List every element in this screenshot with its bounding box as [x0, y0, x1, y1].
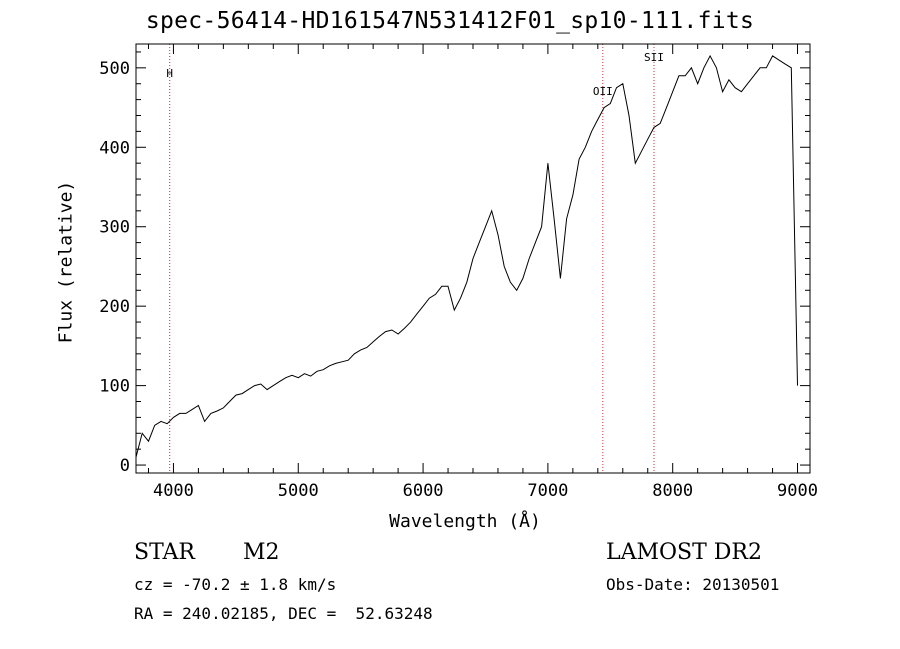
marker-label-oii: OII: [593, 85, 613, 98]
y-tick-label: 400: [99, 138, 130, 158]
x-tick-label: 7000: [527, 481, 568, 501]
redshift-cz: cz = -70.2 ± 1.8 km/s: [134, 575, 337, 594]
object-type: STAR: [134, 540, 195, 565]
y-tick-label: 100: [99, 377, 130, 397]
y-axis-label: Flux (relative): [55, 180, 77, 344]
y-tick-label: 0: [120, 456, 130, 476]
line-marker-labels: H OII SII: [166, 51, 664, 98]
axis-ticks: 4000 5000 6000 7000 8000 9000 0 100 200 300 400 500: [99, 44, 818, 501]
x-tick-label: 8000: [652, 481, 693, 501]
coordinates: RA = 240.02185, DEC = 52.63248: [134, 604, 433, 623]
object-subclass: M2: [243, 540, 280, 565]
y-tick-label: 300: [99, 218, 130, 238]
x-tick-label: 6000: [403, 481, 444, 501]
chart-title: spec-56414-HD161547N531412F01_sp10-111.f…: [145, 8, 755, 34]
spectrum-line: [135, 54, 798, 458]
observation-date: Obs-Date: 20130501: [606, 575, 780, 594]
y-tick-label: 500: [99, 59, 130, 79]
survey-name: LAMOST DR2: [606, 540, 762, 565]
marker-label-sii: SII: [644, 51, 664, 64]
x-tick-label: 9000: [777, 481, 818, 501]
marker-label-h: H: [166, 67, 173, 80]
x-tick-label: 4000: [153, 481, 194, 501]
spectrum-series: [135, 54, 798, 458]
x-axis-label: Wavelength (Å): [389, 511, 541, 532]
spectral-line-markers: [169, 44, 655, 473]
x-tick-label: 5000: [278, 481, 319, 501]
y-tick-label: 200: [99, 297, 130, 317]
